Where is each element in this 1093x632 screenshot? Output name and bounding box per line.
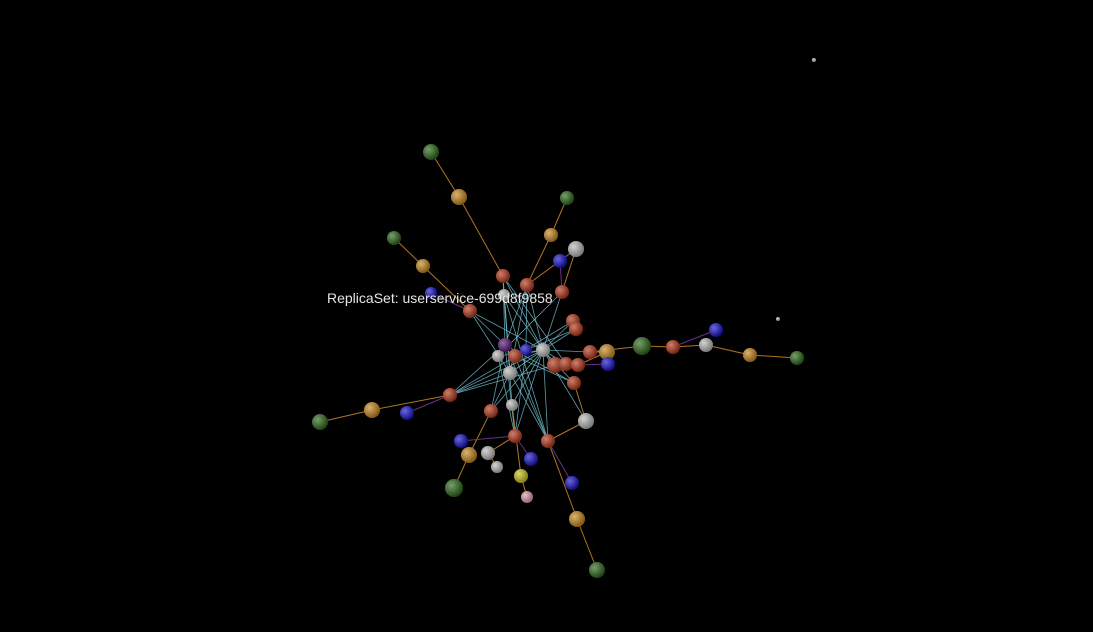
graph-node[interactable]	[589, 562, 605, 578]
graph-edge	[430, 292, 471, 312]
graph-edge	[542, 349, 591, 353]
graph-edge	[406, 394, 451, 414]
graph-node[interactable]	[484, 404, 498, 418]
graph-edge	[371, 394, 451, 411]
graph-edge	[503, 294, 511, 374]
graph-edge	[469, 310, 511, 374]
graph-edge	[547, 440, 573, 484]
node-layer	[312, 58, 816, 578]
graph-edge	[497, 355, 516, 437]
graph-edge	[576, 518, 598, 571]
graph-node[interactable]	[601, 357, 615, 371]
graph-node[interactable]	[312, 414, 328, 430]
graph-edge	[526, 234, 552, 286]
graph-edge	[504, 284, 528, 346]
graph-node[interactable]	[508, 429, 522, 443]
graph-edge	[503, 294, 549, 442]
graph-node[interactable]	[560, 191, 574, 205]
graph-edge	[525, 328, 577, 351]
graph-node[interactable]	[400, 406, 414, 420]
graph-edge	[504, 344, 516, 437]
graph-node[interactable]	[496, 269, 510, 283]
graph-node[interactable]	[423, 144, 439, 160]
graph-edge	[525, 284, 528, 351]
graph-edge	[514, 355, 549, 442]
graph-node[interactable]	[520, 344, 532, 356]
graph-edge	[449, 364, 556, 396]
graph-node[interactable]	[524, 452, 538, 466]
graph-node[interactable]	[699, 338, 713, 352]
graph-edge	[490, 372, 511, 412]
graph-node[interactable]	[743, 348, 757, 362]
graph-node[interactable]	[521, 491, 533, 503]
graph-node[interactable]	[547, 357, 563, 373]
graph-edge	[422, 265, 471, 312]
graph-node[interactable]	[571, 358, 585, 372]
graph-node[interactable]	[790, 351, 804, 365]
graph-node[interactable]	[559, 357, 573, 371]
graph-node[interactable]	[599, 344, 615, 360]
graph-edge	[460, 435, 516, 442]
graph-node[interactable]	[578, 413, 594, 429]
graph-node[interactable]	[425, 287, 437, 299]
graph-edge	[502, 275, 506, 346]
graph-node[interactable]	[481, 446, 495, 460]
graph-edge	[705, 344, 751, 356]
graph-node[interactable]	[633, 337, 651, 355]
graph-edge	[449, 372, 511, 396]
graph-edge	[503, 294, 544, 351]
graph-edge	[749, 354, 798, 359]
graph-node[interactable]	[364, 402, 380, 418]
graph-node[interactable]	[555, 285, 569, 299]
graph-node[interactable]	[506, 399, 518, 411]
graph-node[interactable]	[520, 278, 534, 292]
graph-node[interactable]	[553, 254, 567, 268]
graph-node[interactable]	[567, 376, 581, 390]
graph-edge	[430, 151, 460, 198]
graph-node[interactable]	[583, 345, 597, 359]
graph-node[interactable]	[491, 461, 503, 473]
graph-node[interactable]	[812, 58, 816, 62]
graph-edge	[502, 275, 567, 365]
graph-node[interactable]	[514, 469, 528, 483]
graph-node[interactable]	[451, 189, 467, 205]
graph-node[interactable]	[776, 317, 780, 321]
graph-edge	[511, 349, 544, 406]
graph-node[interactable]	[666, 340, 680, 354]
graph-node[interactable]	[565, 476, 579, 490]
graph-node[interactable]	[569, 511, 585, 527]
graph-node[interactable]	[445, 479, 463, 497]
graph-node[interactable]	[416, 259, 430, 273]
graph-node[interactable]	[463, 304, 477, 318]
graph-edge	[526, 284, 544, 351]
graph-edge	[490, 349, 544, 412]
graph-node[interactable]	[709, 323, 723, 337]
graph-node[interactable]	[387, 231, 401, 245]
graph-edge	[319, 409, 373, 423]
graph-node[interactable]	[503, 366, 517, 380]
graph-node[interactable]	[498, 289, 510, 301]
graph-node[interactable]	[508, 349, 522, 363]
graph-edge	[672, 329, 717, 348]
graph-node[interactable]	[569, 322, 583, 336]
graph-node[interactable]	[443, 388, 457, 402]
graph-node[interactable]	[454, 434, 468, 448]
graph-edge	[514, 349, 527, 437]
graph-node[interactable]	[492, 350, 504, 362]
graph-node[interactable]	[541, 434, 555, 448]
graph-edge	[458, 196, 504, 277]
graph-edge	[547, 440, 578, 520]
graph-node[interactable]	[544, 228, 558, 242]
graph-edge	[469, 310, 506, 346]
graph-edge	[468, 410, 492, 456]
graph-node[interactable]	[461, 447, 477, 463]
graph-edge	[502, 275, 544, 351]
graph-edge	[509, 372, 549, 442]
graph-node[interactable]	[498, 338, 512, 352]
graph-node[interactable]	[568, 241, 584, 257]
graph-edge	[542, 291, 563, 351]
graph-edge	[542, 349, 549, 442]
graph-node[interactable]	[536, 343, 550, 357]
